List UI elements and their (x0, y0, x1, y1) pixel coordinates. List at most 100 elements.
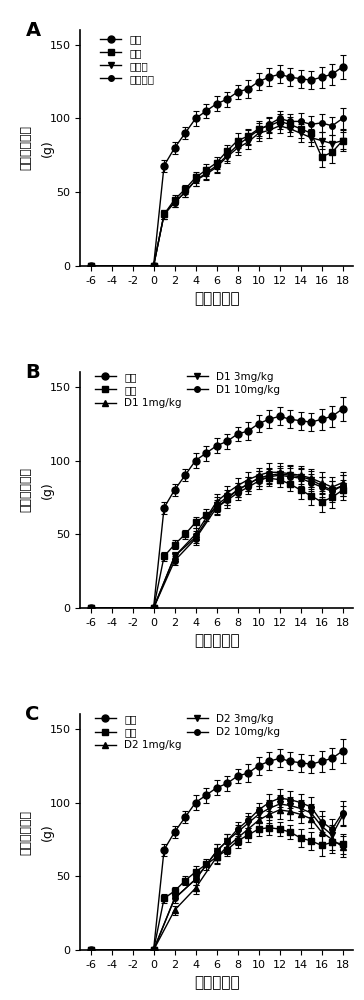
D2 10mg/kg (246, 814, 250, 826)
模型 (204, 858, 208, 870)
D1 1mg/kg (151, 602, 156, 614)
D1 10mg/kg (267, 471, 271, 483)
模型 (214, 502, 219, 514)
法舒地尔 (173, 196, 177, 209)
D2 10mg/kg (236, 823, 240, 835)
Legend: 正常, 模型, D2 1mg/kg, D2 3mg/kg, D2 10mg/kg: 正常, 模型, D2 1mg/kg, D2 3mg/kg, D2 10mg/kg (91, 710, 284, 754)
D2 1mg/kg (236, 832, 240, 844)
Line: 模型: 模型 (87, 118, 346, 269)
正常 (151, 602, 156, 614)
模型 (309, 835, 313, 847)
法舒地尔 (340, 112, 345, 124)
正常 (340, 61, 345, 73)
Line: D2 10mg/kg: D2 10mg/kg (88, 795, 345, 953)
模型 (256, 472, 261, 484)
模型 (319, 151, 324, 163)
模型 (340, 135, 345, 147)
D1 10mg/kg (246, 481, 250, 493)
D2 3mg/kg (236, 826, 240, 838)
法舒地尔 (162, 208, 166, 220)
波生坦 (236, 142, 240, 154)
法舒地尔 (298, 115, 303, 127)
模型 (162, 208, 166, 220)
D2 3mg/kg (193, 873, 198, 885)
法舒地尔 (309, 118, 313, 130)
D2 10mg/kg (277, 792, 282, 804)
Line: D2 3mg/kg: D2 3mg/kg (87, 801, 346, 953)
模型 (298, 123, 303, 135)
正常 (193, 455, 198, 467)
D1 3mg/kg (319, 480, 324, 492)
模型 (204, 164, 208, 176)
正常 (330, 752, 334, 764)
D2 3mg/kg (88, 944, 93, 956)
D1 10mg/kg (330, 485, 334, 497)
波生坦 (162, 208, 166, 220)
正常 (298, 415, 303, 427)
D1 10mg/kg (319, 481, 324, 493)
D1 3mg/kg (214, 499, 219, 511)
D1 3mg/kg (256, 472, 261, 484)
模型 (214, 157, 219, 169)
波生坦 (330, 138, 334, 150)
模型 (193, 866, 198, 878)
正常 (162, 160, 166, 172)
正常 (256, 760, 261, 772)
模型 (173, 885, 177, 897)
正常 (173, 484, 177, 496)
D1 3mg/kg (267, 469, 271, 481)
模型 (193, 171, 198, 183)
波生坦 (319, 135, 324, 147)
模型 (162, 892, 166, 904)
D1 3mg/kg (298, 471, 303, 483)
D2 1mg/kg (256, 814, 261, 826)
D2 1mg/kg (277, 804, 282, 816)
D1 1mg/kg (319, 477, 324, 489)
D2 3mg/kg (225, 835, 229, 847)
D2 10mg/kg (214, 845, 219, 857)
D2 3mg/kg (330, 829, 334, 841)
法舒地尔 (204, 167, 208, 179)
正常 (214, 782, 219, 794)
模型 (225, 844, 229, 856)
Legend: 正常, 模型, 波生坦, 法舒地尔: 正常, 模型, 波生坦, 法舒地尔 (96, 30, 159, 88)
波生坦 (277, 120, 282, 132)
波生坦 (151, 260, 156, 272)
波生坦 (204, 168, 208, 180)
D2 3mg/kg (173, 892, 177, 904)
波生坦 (309, 132, 313, 144)
正常 (330, 410, 334, 422)
模型 (267, 472, 271, 484)
模型 (288, 478, 292, 490)
D1 1mg/kg (309, 472, 313, 484)
D1 3mg/kg (288, 469, 292, 481)
法舒地尔 (151, 260, 156, 272)
正常 (277, 752, 282, 764)
正常 (183, 127, 187, 139)
D2 3mg/kg (246, 817, 250, 829)
正常 (298, 757, 303, 769)
D2 10mg/kg (298, 797, 303, 809)
正常 (288, 413, 292, 425)
波生坦 (214, 161, 219, 173)
D1 3mg/kg (225, 491, 229, 503)
Line: 正常: 正常 (87, 747, 346, 953)
模型 (330, 836, 334, 848)
D1 3mg/kg (236, 484, 240, 496)
D2 1mg/kg (225, 841, 229, 853)
模型 (330, 146, 334, 158)
D1 3mg/kg (246, 478, 250, 490)
D2 10mg/kg (330, 823, 334, 835)
D2 3mg/kg (256, 808, 261, 820)
D1 10mg/kg (256, 475, 261, 487)
Line: D1 3mg/kg: D1 3mg/kg (87, 470, 346, 611)
模型 (267, 822, 271, 834)
模型 (173, 539, 177, 551)
D2 10mg/kg (256, 804, 261, 816)
模型 (246, 130, 250, 142)
模型 (236, 484, 240, 496)
D1 1mg/kg (214, 496, 219, 508)
D1 1mg/kg (267, 466, 271, 478)
模型 (256, 823, 261, 835)
D2 10mg/kg (288, 794, 292, 806)
